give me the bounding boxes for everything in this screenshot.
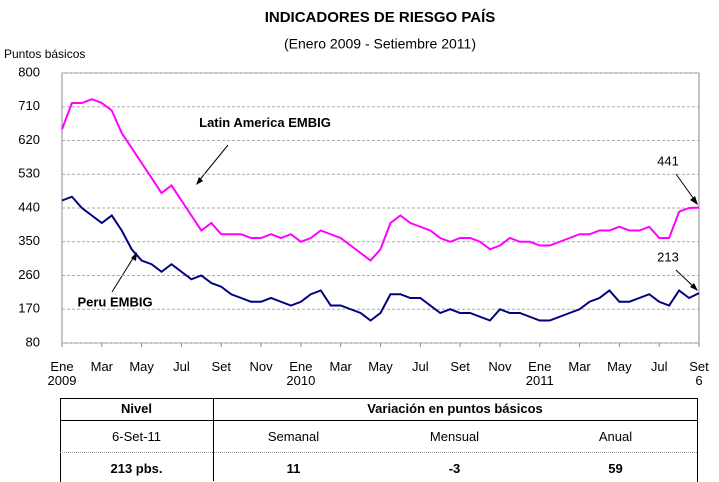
x-tick-label: Nov [488,359,512,374]
table-header: Nivel [120,401,153,416]
table-border [60,398,698,482]
table-cell: Anual [598,429,633,444]
annotation: Peru EMBIG [77,294,152,309]
table-rule [60,452,697,453]
x-tick-label: May [129,359,154,374]
data-label: 213 [657,249,679,264]
arrow [675,269,696,289]
annotation: Latin America EMBIG [199,115,331,130]
chart: INDICADORES DE RIESGO PAÍS (Enero 2009 -… [4,9,700,349]
table-cell: 213 pbs. [110,461,163,476]
table-rule [213,398,214,481]
annotation-line: Latin America EMBIG [199,115,331,130]
table-cell: 6-Set-11 [112,429,161,444]
table-cell: 11 [286,461,301,476]
x-tick-label: Ene 2011 [525,359,554,388]
x-tick-label: Set [211,359,231,374]
x-tick-label: Set [450,359,470,374]
y-tick-label: 170 [18,301,40,316]
y-tick-label: 800 [18,64,40,79]
arrowhead [690,283,698,291]
x-tick-label: Nov [249,359,273,374]
x-tick-label: Mar [568,359,591,374]
table-rule [60,420,697,421]
arrowhead [690,196,698,205]
chart-subtitle: (Enero 2009 - Setiembre 2011) [284,36,476,52]
table-cell: -3 [448,461,461,476]
y-tick-label: 80 [26,334,40,349]
y-tick-label: 440 [18,199,40,214]
arrow [675,173,697,203]
x-tick-label: Mar [329,359,352,374]
series-line [61,98,700,262]
y-tick-label: 710 [18,98,40,113]
x-tick-label: Ene 2009 [47,359,77,388]
y-tick-label: 260 [18,267,40,282]
x-tick-label: Jul [173,359,190,374]
data-label: 441 [657,153,679,168]
x-tick-label: May [368,359,393,374]
chart-title: INDICADORES DE RIESGO PAÍS [265,9,496,26]
table-cell: Semanal [267,429,320,444]
x-tick-label: Jul [412,359,429,374]
arrowhead [196,177,203,185]
y-tick-label: 530 [18,166,40,181]
y-axis-label: Puntos básicos [4,47,85,61]
table-cell: Mensual [429,429,480,444]
summary-table: Nivel Variación en puntos básicos 6-Set-… [60,398,698,482]
x-tick-label: May [607,359,632,374]
y-tick-label: 350 [18,233,40,248]
arrow [197,144,229,183]
series-line [61,195,700,322]
x-tick-label: Mar [90,359,113,374]
table-header: Variación en puntos básicos [367,401,543,416]
table-cell: 59 [608,461,623,476]
arrow [111,254,136,293]
x-tick-label: Set 6 [689,359,709,388]
x-tick-label: Ene 2010 [286,359,316,388]
y-tick-label: 620 [18,132,40,147]
x-tick-label: Jul [650,359,668,374]
